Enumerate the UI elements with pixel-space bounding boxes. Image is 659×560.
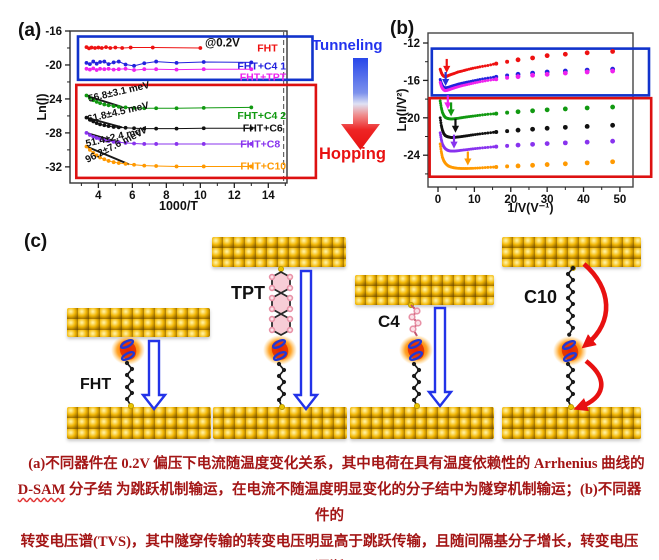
fht-tunneling-arrow-icon <box>140 339 168 411</box>
svg-text:-12: -12 <box>403 38 420 50</box>
svg-text:-16: -16 <box>403 75 420 87</box>
svg-text:40: 40 <box>577 194 590 206</box>
svg-text:10: 10 <box>194 190 207 202</box>
svg-text:12: 12 <box>228 190 241 202</box>
junction-label-tpt: TPT <box>231 283 265 303</box>
c10-molecule <box>551 264 589 410</box>
svg-text:-32: -32 <box>45 162 62 174</box>
svg-text:-28: -28 <box>45 128 62 140</box>
panel-a-label: (a) <box>18 20 42 41</box>
svg-text:FHT: FHT <box>257 42 278 54</box>
caption-line-2: D-SAM 分子结 为跳跃机制输运，在电流不随温度明显变化的分子结中为隧穿机制输… <box>14 477 645 529</box>
tpt-molecule <box>261 265 299 410</box>
svg-text:0: 0 <box>435 194 441 206</box>
svg-text:30: 30 <box>541 194 554 206</box>
svg-text:FHT+C8: FHT+C8 <box>240 138 280 150</box>
c4-tunneling-arrow-icon <box>426 306 454 408</box>
svg-text:@0.2V: @0.2V <box>205 37 240 49</box>
svg-text:61.8±4.5 meV: 61.8±4.5 meV <box>86 100 150 125</box>
c10-top-electrode <box>502 237 641 267</box>
svg-text:-24: -24 <box>45 94 62 106</box>
c4-molecule <box>397 301 435 409</box>
svg-text:6: 6 <box>129 190 135 202</box>
svg-text:1000/T: 1000/T <box>159 199 198 213</box>
svg-text:FHT+C6: FHT+C6 <box>243 123 283 135</box>
c10-hopping-arrow-bottom-icon <box>573 359 604 412</box>
svg-text:Ln(I): Ln(I) <box>35 93 49 120</box>
fht-bottom-electrode <box>67 407 211 439</box>
tpt-top-electrode <box>212 237 346 267</box>
svg-text:FHT+TPT: FHT+TPT <box>240 72 287 84</box>
panel-b-label: (b) <box>390 18 415 39</box>
tunneling-to-hopping-gradient-arrow-icon <box>341 58 380 150</box>
caption-line-2-rest: 分子结 为跳跃机制输运，在电流不随温度明显变化的分子结中为隧穿机制输运；(b)不… <box>65 482 642 524</box>
c10-bottom-electrode <box>502 407 641 439</box>
svg-text:-24: -24 <box>403 150 420 162</box>
junction-label-c10: C10 <box>524 287 558 307</box>
svg-text:8: 8 <box>163 190 170 202</box>
svg-text:Ln(I/V²): Ln(I/V²) <box>395 88 409 131</box>
svg-text:-20: -20 <box>45 60 62 72</box>
svg-text:14: 14 <box>262 190 275 202</box>
svg-text:50: 50 <box>614 194 627 206</box>
svg-text:1/V(V⁻¹): 1/V(V⁻¹) <box>507 201 553 215</box>
junction-label-fht: FHT <box>80 376 112 393</box>
svg-text:-20: -20 <box>403 113 420 125</box>
tpt-tunneling-arrow-icon <box>292 269 320 411</box>
svg-text:10: 10 <box>468 194 481 206</box>
tpt-bottom-electrode <box>213 407 347 439</box>
svg-text:4: 4 <box>95 190 102 202</box>
fht-top-electrode <box>67 308 210 337</box>
c10-hopping-arrow-top-icon <box>581 262 609 349</box>
svg-text:FHT+C10: FHT+C10 <box>240 160 286 172</box>
panel-c-label: (c) <box>24 231 48 252</box>
svg-text:FHT+C4 2: FHT+C4 2 <box>237 110 286 122</box>
caption-dsam-term: D-SAM <box>17 482 66 498</box>
junction-label-c4: C4 <box>378 312 400 331</box>
c4-bottom-electrode <box>350 407 494 439</box>
c4-top-electrode <box>355 275 494 305</box>
fht-molecule <box>109 333 147 409</box>
caption-line-1: (a)不同器件在 0.2V 偏压下电流随温度变化关系，其中电荷在具有温度依赖性的… <box>28 456 645 472</box>
svg-text:20: 20 <box>504 194 517 206</box>
figure-caption: (a)不同器件在 0.2V 偏压下电流随温度变化关系，其中电荷在具有温度依赖性的… <box>14 451 645 560</box>
junction-schematic <box>109 262 609 412</box>
tunneling-label: Tunneling <box>312 37 383 54</box>
caption-line-3: 转变电压谱(TVS)，其中隧穿传输的转变电压明显高于跳跃传输，且随间隔基分子增长… <box>20 534 639 550</box>
svg-text:-16: -16 <box>45 26 62 38</box>
hopping-label: Hopping <box>319 145 386 163</box>
